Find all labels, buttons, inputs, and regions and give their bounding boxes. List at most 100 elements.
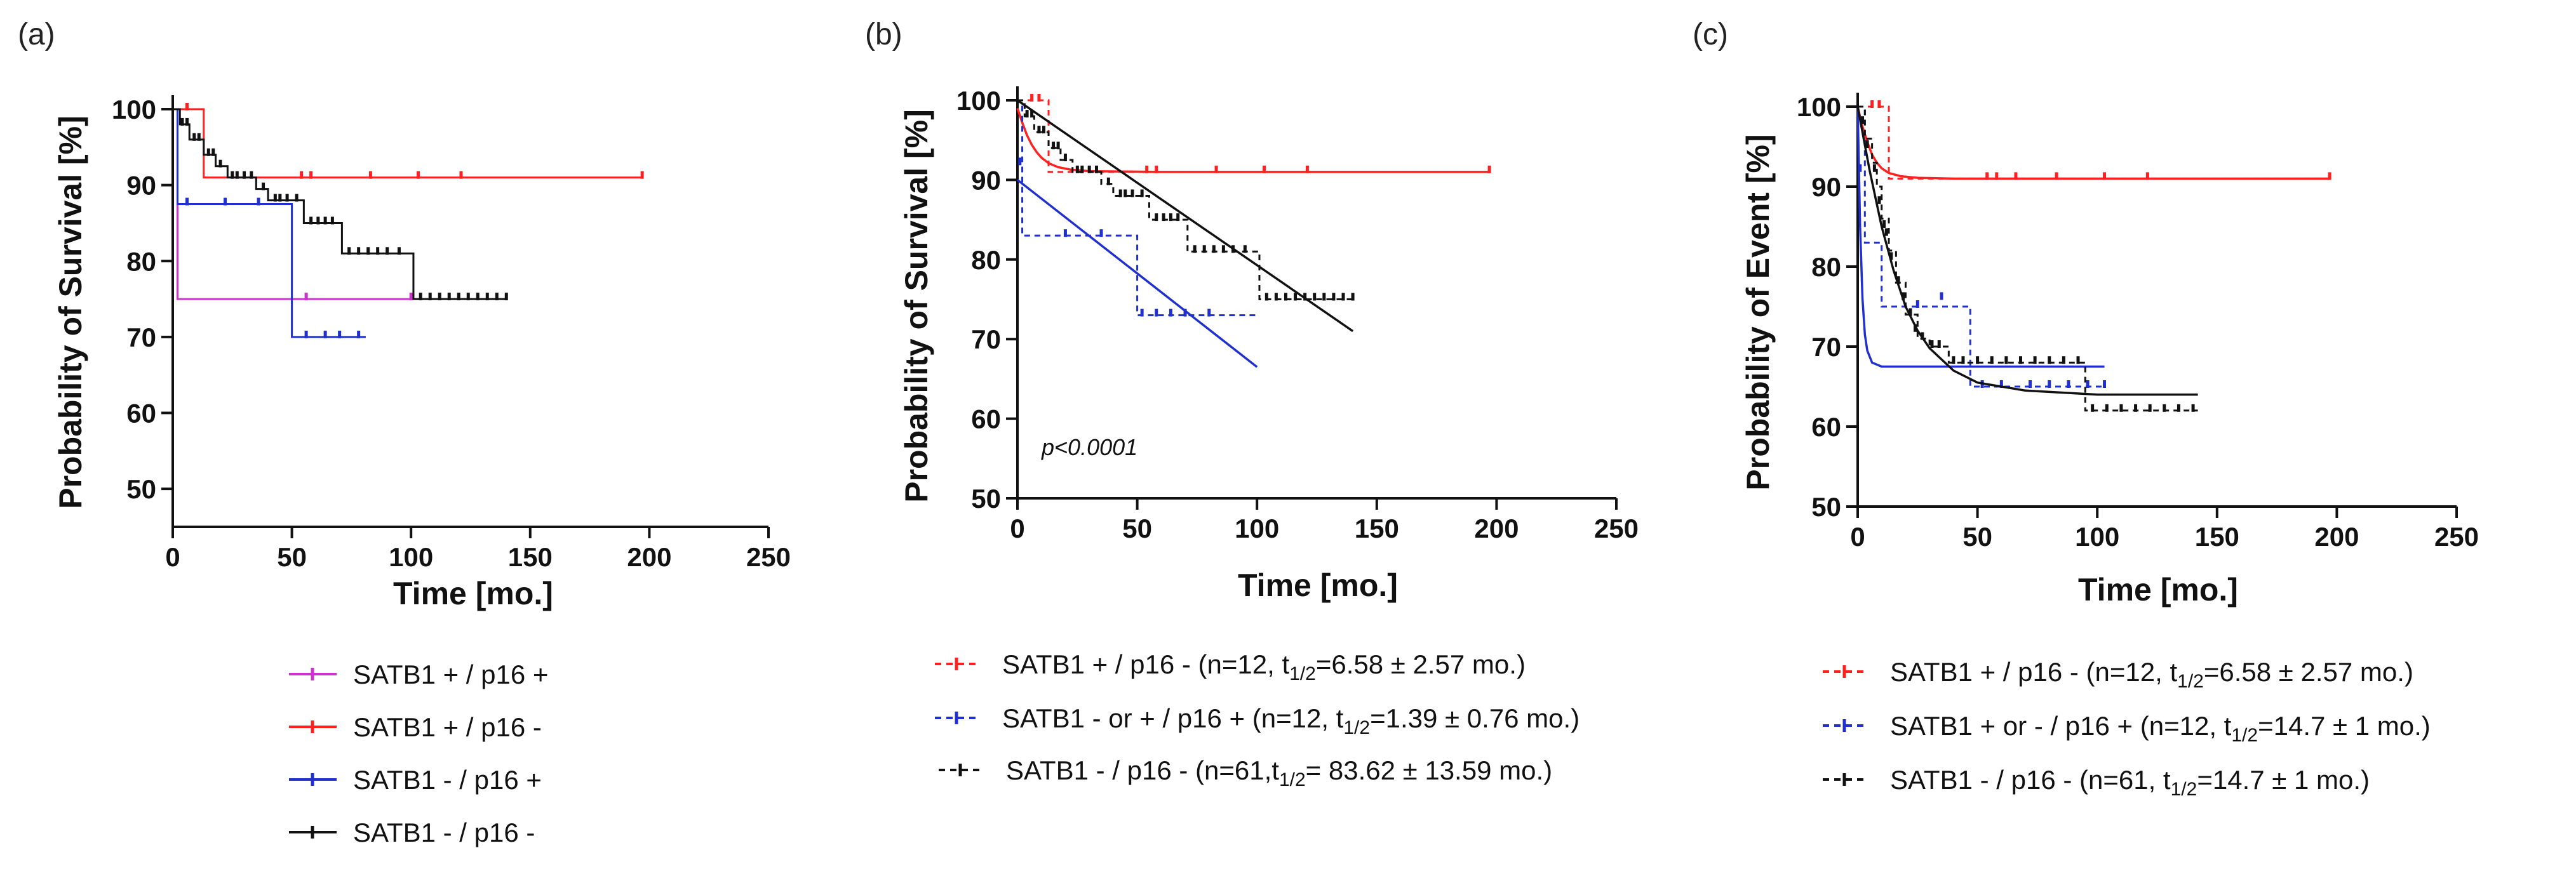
panel-c: (c) 0 50 100 150 200 250 50 60 70 80 90 100 Time [m… xyxy=(1693,18,2479,800)
legend-label-main: SATB1 - or + / p16 + (n=12, t xyxy=(1002,703,1344,733)
x-tick-label: 200 xyxy=(2314,522,2359,552)
legend-label: SATB1 - or + / p16 + (n=12, t1/2=1.39 ± … xyxy=(1002,703,1580,738)
legend-entry-b-blue: SATB1 - or + / p16 + (n=12, t1/2=1.39 ± … xyxy=(935,703,1580,738)
fit-curve-series-0 xyxy=(1016,107,1490,173)
y-tick-label: 80 xyxy=(971,245,1001,275)
x-tick-label: 0 xyxy=(165,542,180,572)
y-tick-label: 100 xyxy=(1797,92,1841,122)
legend-label-rest: =6.58 ± 2.57 mo.) xyxy=(2204,657,2413,687)
y-tick-label: 50 xyxy=(126,474,156,504)
y-tick-label: 80 xyxy=(1811,252,1841,282)
legend-label-subscript: 1/2 xyxy=(2231,725,2258,746)
legend-label-subscript: 1/2 xyxy=(1289,663,1316,684)
legend-label-subscript: 1/2 xyxy=(2177,671,2204,692)
panel-c-label: (c) xyxy=(1693,18,1728,51)
y-tick-label: 90 xyxy=(971,165,1001,195)
legend-label: SATB1 - / p16 - (n=61, t1/2=14.7 ± 1 mo.… xyxy=(1890,765,2370,800)
legend-label-subscript: 1/2 xyxy=(2171,779,2197,800)
x-tick-label: 150 xyxy=(2195,522,2239,552)
panel-a-x-axis-label: Time [mo.] xyxy=(393,576,553,611)
legend-label-subscript: 1/2 xyxy=(1343,717,1370,738)
x-tick-label: 250 xyxy=(2434,522,2479,552)
legend-entry-b-red: SATB1 + / p16 - (n=12, t1/2=6.58 ± 2.57 … xyxy=(935,649,1526,684)
panel-a-y-axis-label: Probability of Survival [%] xyxy=(53,116,88,509)
y-tick-label: 70 xyxy=(1811,332,1841,362)
x-tick-label: 250 xyxy=(746,542,791,572)
y-tick-label: 60 xyxy=(971,404,1001,434)
y-tick-label: 80 xyxy=(126,246,156,276)
panel-a-label: (a) xyxy=(18,18,55,51)
legend-label-rest: =14.7 ± 1 mo.) xyxy=(2258,711,2431,741)
panel-a: (a) 0 50 100 150 200 250 50 60 70 80 90 100 Time [m… xyxy=(18,18,791,847)
x-tick-label: 100 xyxy=(2075,522,2119,552)
km-step-curve-series-1 xyxy=(1858,105,2105,388)
x-tick-label: 250 xyxy=(1594,514,1639,543)
panel-b-legend: SATB1 + / p16 - (n=12, t1/2=6.58 ± 2.57 … xyxy=(935,649,1580,790)
x-tick-label: 50 xyxy=(1962,522,1992,552)
legend-label-main: SATB1 - / p16 - (n=61, t xyxy=(1890,765,2171,795)
x-tick-label: 0 xyxy=(1010,514,1024,543)
legend-entry-satb1-neg-p16-pos: SATB1 - / p16 + xyxy=(289,765,542,795)
km-step-curve-series-0 xyxy=(1017,99,1490,173)
x-tick-label: 50 xyxy=(1122,514,1152,543)
fit-curve-series-1 xyxy=(1016,179,1258,368)
fit-curve-series-2 xyxy=(1017,99,1354,333)
legend-entry-c-black: SATB1 - / p16 - (n=61, t1/2=14.7 ± 1 mo.… xyxy=(1823,765,2370,800)
panel-c-y-axis-label: Probability of Event [%] xyxy=(1740,134,1776,490)
fit-curve-series-2 xyxy=(1856,106,2198,396)
legend-entry-satb1-neg-p16-neg: SATB1 - / p16 - xyxy=(289,818,535,847)
legend-label-main: SATB1 + / p16 - (n=12, t xyxy=(1002,649,1289,679)
y-tick-label: 100 xyxy=(956,86,1001,116)
panel-b: (b) 0 50 100 150 200 250 50 60 70 80 90 100 Time [m… xyxy=(865,18,1639,790)
x-tick-label: 100 xyxy=(389,542,433,572)
km-step-curve-series-2 xyxy=(1858,105,2198,412)
km-step-curve-series-1 xyxy=(173,108,643,179)
y-tick-label: 100 xyxy=(112,95,156,124)
legend-entry-satb1-pos-p16-pos: SATB1 + / p16 + xyxy=(289,660,548,689)
legend-label-rest: = 83.62 ± 13.59 mo.) xyxy=(1306,755,1552,785)
legend-entry-c-blue: SATB1 + or - / p16 + (n=12, t1/2=14.7 ± … xyxy=(1823,711,2431,746)
km-step-curve-series-2 xyxy=(1017,99,1353,300)
x-tick-label: 200 xyxy=(627,542,671,572)
legend-entry-c-red: SATB1 + / p16 - (n=12, t1/2=6.58 ± 2.57 … xyxy=(1823,657,2413,692)
legend-label-main: SATB1 + / p16 - (n=12, t xyxy=(1890,657,2177,687)
x-tick-label: 0 xyxy=(1850,522,1865,552)
y-tick-label: 90 xyxy=(1811,172,1841,202)
x-tick-label: 150 xyxy=(1355,514,1399,543)
legend-label-subscript: 1/2 xyxy=(1279,769,1306,790)
legend-label: SATB1 + or - / p16 + (n=12, t1/2=14.7 ± … xyxy=(1890,711,2431,746)
legend-label-main: SATB1 - / p16 - (n=61,t xyxy=(1006,755,1279,785)
legend-label: SATB1 + / p16 + xyxy=(353,660,548,689)
x-tick-label: 50 xyxy=(277,542,307,572)
y-tick-label: 60 xyxy=(1811,412,1841,442)
y-tick-label: 50 xyxy=(1811,492,1841,522)
legend-label: SATB1 + / p16 - (n=12, t1/2=6.58 ± 2.57 … xyxy=(1890,657,2413,692)
panel-a-plot: 0 50 100 150 200 250 50 60 70 80 90 100 xyxy=(112,95,791,572)
panel-b-label: (b) xyxy=(865,18,902,51)
legend-label: SATB1 - / p16 - (n=61,t1/2= 83.62 ± 13.5… xyxy=(1006,755,1552,790)
x-tick-label: 150 xyxy=(508,542,553,572)
x-tick-label: 200 xyxy=(1474,514,1519,543)
legend-label: SATB1 + / p16 - (n=12, t1/2=6.58 ± 2.57 … xyxy=(1002,649,1526,684)
legend-entry-b-black: SATB1 - / p16 - (n=61,t1/2= 83.62 ± 13.5… xyxy=(939,755,1552,790)
y-tick-label: 70 xyxy=(126,322,156,352)
panel-c-legend: SATB1 + / p16 - (n=12, t1/2=6.58 ± 2.57 … xyxy=(1823,657,2431,800)
km-step-curve-series-3 xyxy=(173,108,507,300)
legend-label-rest: =6.58 ± 2.57 mo.) xyxy=(1316,649,1526,679)
y-tick-label: 90 xyxy=(126,171,156,201)
legend-label-rest: =1.39 ± 0.76 mo.) xyxy=(1370,703,1580,733)
legend-label: SATB1 - / p16 - xyxy=(353,818,535,847)
km-step-curve-series-0 xyxy=(1858,105,2330,180)
panel-b-plot: 0 50 100 150 200 250 50 60 70 80 90 100 xyxy=(956,86,1639,543)
fit-curve-series-0 xyxy=(1856,106,2330,180)
panel-c-plot: 0 50 100 150 200 250 50 60 70 80 90 100 xyxy=(1797,92,2479,552)
legend-label-main: SATB1 + or - / p16 + (n=12, t xyxy=(1890,711,2232,741)
legend-label: SATB1 + / p16 - xyxy=(353,712,542,742)
legend-label-rest: =14.7 ± 1 mo.) xyxy=(2197,765,2370,795)
y-tick-label: 70 xyxy=(971,324,1001,354)
panel-b-x-axis-label: Time [mo.] xyxy=(1238,567,1398,603)
y-tick-label: 60 xyxy=(126,399,156,428)
y-tick-label: 50 xyxy=(971,484,1001,514)
legend-entry-satb1-pos-p16-neg: SATB1 + / p16 - xyxy=(289,712,542,742)
